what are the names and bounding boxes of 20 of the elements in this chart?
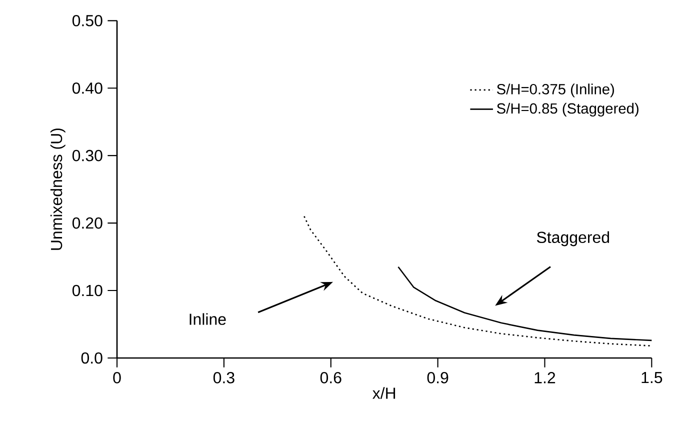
line-series [398,266,652,342]
x-tick-label: 1.2 [534,372,556,384]
y-tick-label: 0.0 [81,352,102,364]
y-tick-label: 0.50 [72,15,102,26]
x-tick-label: 0.9 [427,372,448,384]
y-tick-label: 0.40 [72,82,102,94]
annotation: Staggered [536,231,610,246]
x-tick-label: 0.6 [320,372,342,384]
line-series [303,216,652,347]
y-tick-label: 0.10 [72,284,102,296]
x-axis-title: x/H [372,387,396,399]
y-tick-label: 0.20 [72,217,102,229]
legend-label: S/H=0.375 (Inline) [496,84,614,98]
x-tick-label: 1.5 [642,372,662,384]
x-tick-label: 0 [113,372,121,384]
y-axis-title: Unmixedness (U) [50,128,66,250]
legend-label: S/H=0.85 (Staggered) [496,102,638,117]
y-tick-label: 0.30 [72,150,102,162]
annotation: Inline [190,313,226,325]
x-tick-label: 0.3 [213,372,234,384]
